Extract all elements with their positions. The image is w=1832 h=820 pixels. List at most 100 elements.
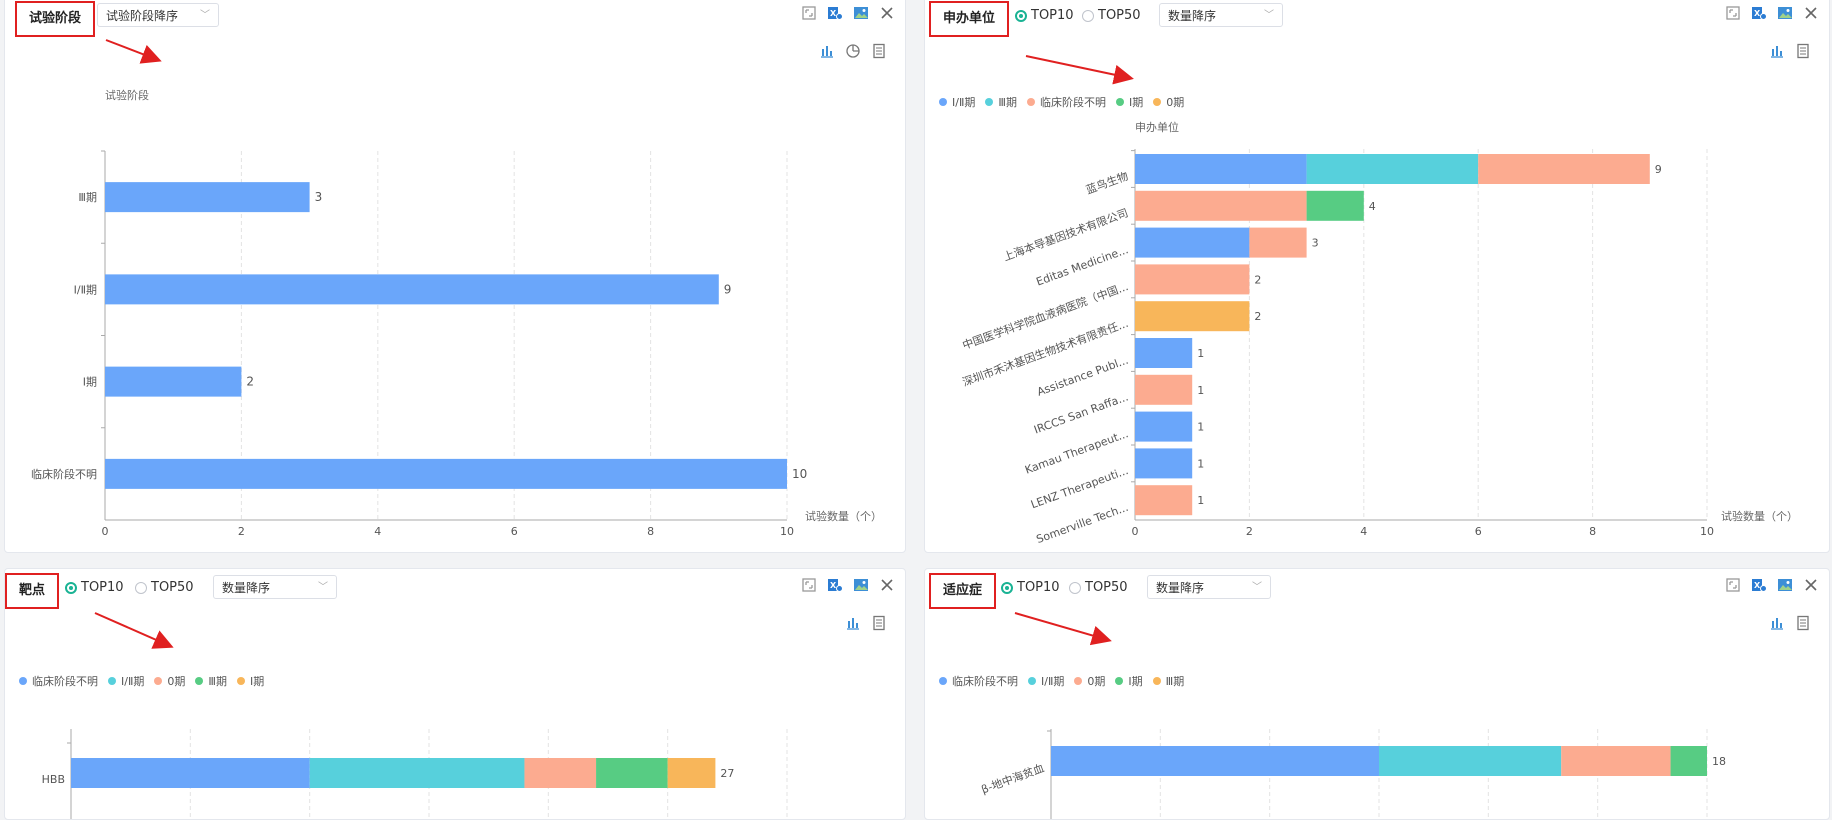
radio-top50[interactable]: TOP50 <box>135 580 194 595</box>
legend-label: 0期 <box>1087 675 1106 688</box>
legend-item[interactable]: 0期 <box>154 673 185 689</box>
close-icon[interactable] <box>1803 5 1819 21</box>
y-tick-label: IRCCS San Raffa... <box>1032 390 1130 436</box>
x-axis-title: 试验数量（个） <box>805 509 882 523</box>
y-tick-label: Assistance Publ... <box>1035 354 1130 399</box>
panel-toolbar: X <box>801 577 895 593</box>
bar-chart-icon[interactable] <box>819 43 835 59</box>
legend-item[interactable]: Ⅰ期 <box>1115 94 1144 110</box>
radio-top10[interactable]: TOP10 <box>1015 8 1074 23</box>
data-label: 2 <box>1254 273 1261 286</box>
legend-label: 0期 <box>167 675 186 688</box>
pie-chart-icon[interactable] <box>845 43 861 59</box>
sort-select-value: 数量降序 <box>222 581 271 595</box>
fullscreen-icon[interactable] <box>801 577 817 593</box>
bar <box>105 274 719 305</box>
bar-segment <box>1379 746 1562 776</box>
radio-checked-icon <box>1001 581 1013 594</box>
radio-unchecked-icon <box>1069 581 1081 594</box>
data-label: 1 <box>1197 457 1204 470</box>
excel-export-icon[interactable]: X <box>1751 577 1767 593</box>
legend-item[interactable]: 临床阶段不明 <box>939 673 1018 689</box>
radio-top10[interactable]: TOP10 <box>65 580 124 595</box>
sort-select[interactable]: 数量降序 ﹀ <box>1159 3 1283 27</box>
panel-header: 试验阶段 试验阶段降序 ﹀ X <box>5 0 905 39</box>
legend-label: 临床阶段不明 <box>952 675 1018 688</box>
excel-export-icon[interactable]: X <box>1751 5 1767 21</box>
image-export-icon[interactable] <box>1777 5 1793 21</box>
image-export-icon[interactable] <box>853 5 869 21</box>
legend-item[interactable]: 临床阶段不明 <box>1026 94 1106 110</box>
svg-text:X: X <box>1754 581 1761 590</box>
legend-item[interactable]: Ⅰ/Ⅱ期 <box>939 94 975 110</box>
bar-segment <box>1135 338 1193 368</box>
bar-segment <box>1670 746 1707 776</box>
legend-item[interactable]: Ⅰ/Ⅱ期 <box>1028 673 1064 689</box>
legend-item[interactable]: Ⅲ期 <box>985 94 1017 110</box>
y-axis-title: 申办单位 <box>1135 120 1179 134</box>
bar-segment <box>1051 746 1379 776</box>
panel-toolbar: X <box>1725 577 1819 593</box>
bar-chart-icon[interactable] <box>1769 615 1785 631</box>
radio-label: TOP50 <box>1098 8 1141 23</box>
legend-item[interactable]: Ⅲ期 <box>195 673 227 689</box>
radio-top50[interactable]: TOP50 <box>1069 580 1128 595</box>
legend-label: 临床阶段不明 <box>1039 96 1106 109</box>
bar-segment <box>1135 374 1193 405</box>
radio-checked-icon <box>1015 9 1027 22</box>
legend-item[interactable]: Ⅰ/Ⅱ期 <box>108 673 144 689</box>
legend-label: 0期 <box>1166 96 1185 109</box>
legend-item[interactable]: 0期 <box>1153 94 1184 110</box>
panel-title: 适应症 <box>929 573 997 609</box>
fullscreen-icon[interactable] <box>801 5 817 21</box>
table-view-icon[interactable] <box>1795 615 1811 631</box>
radio-top10[interactable]: TOP10 <box>1001 580 1060 595</box>
legend-swatch <box>195 677 204 685</box>
fullscreen-icon[interactable] <box>1725 577 1741 593</box>
sort-select[interactable]: 试验阶段降序 ﹀ <box>97 3 219 27</box>
sort-select[interactable]: 数量降序 ﹀ <box>1147 575 1271 599</box>
x-tick-label: 4 <box>1360 525 1367 538</box>
legend-swatch <box>1115 98 1124 106</box>
legend-swatch <box>19 677 27 685</box>
sort-select[interactable]: 数量降序 ﹀ <box>213 575 337 599</box>
chart-type-toolbar <box>845 615 887 631</box>
image-export-icon[interactable] <box>853 577 869 593</box>
excel-export-icon[interactable]: X <box>827 5 843 21</box>
legend-swatch <box>1028 677 1036 685</box>
bar-chart-icon[interactable] <box>845 615 861 631</box>
bar-segment <box>1135 154 1307 184</box>
legend-item[interactable]: 0期 <box>1074 673 1105 689</box>
image-export-icon[interactable] <box>1777 577 1793 593</box>
close-icon[interactable] <box>879 577 895 593</box>
bar-segment <box>1135 227 1250 258</box>
close-icon[interactable] <box>1803 577 1819 593</box>
legend-swatch <box>108 677 116 685</box>
sort-select-value: 数量降序 <box>1168 9 1217 23</box>
data-label: 2 <box>1254 310 1261 323</box>
bar-chart-icon[interactable] <box>1769 43 1785 59</box>
chart-type-toolbar <box>1769 615 1811 631</box>
chart-legend: 临床阶段不明 Ⅰ/Ⅱ期 0期 Ⅰ期 Ⅲ期 <box>939 673 1184 689</box>
table-view-icon[interactable] <box>1795 43 1811 59</box>
panel-title: 靶点 <box>5 573 60 609</box>
bar <box>105 182 310 213</box>
legend-swatch <box>1153 98 1162 106</box>
y-tick-label: 临床阶段不明 <box>31 467 97 481</box>
legend-item[interactable]: Ⅰ期 <box>236 673 264 689</box>
fullscreen-icon[interactable] <box>1725 5 1741 21</box>
table-view-icon[interactable] <box>871 43 887 59</box>
legend-label: Ⅰ期 <box>1128 96 1144 109</box>
excel-export-icon[interactable]: X <box>827 577 843 593</box>
radio-top50[interactable]: TOP50 <box>1082 8 1141 23</box>
legend-item[interactable]: 临床阶段不明 <box>19 673 98 689</box>
legend-item[interactable]: Ⅰ期 <box>1115 673 1143 689</box>
bar-segment <box>524 758 597 788</box>
bar-segment <box>1135 485 1193 516</box>
close-icon[interactable] <box>879 5 895 21</box>
bar-segment <box>1135 411 1193 442</box>
legend-item[interactable]: Ⅲ期 <box>1152 673 1184 689</box>
legend-label: Ⅰ/Ⅱ期 <box>121 675 145 688</box>
data-label: 3 <box>1312 237 1319 250</box>
table-view-icon[interactable] <box>871 615 887 631</box>
